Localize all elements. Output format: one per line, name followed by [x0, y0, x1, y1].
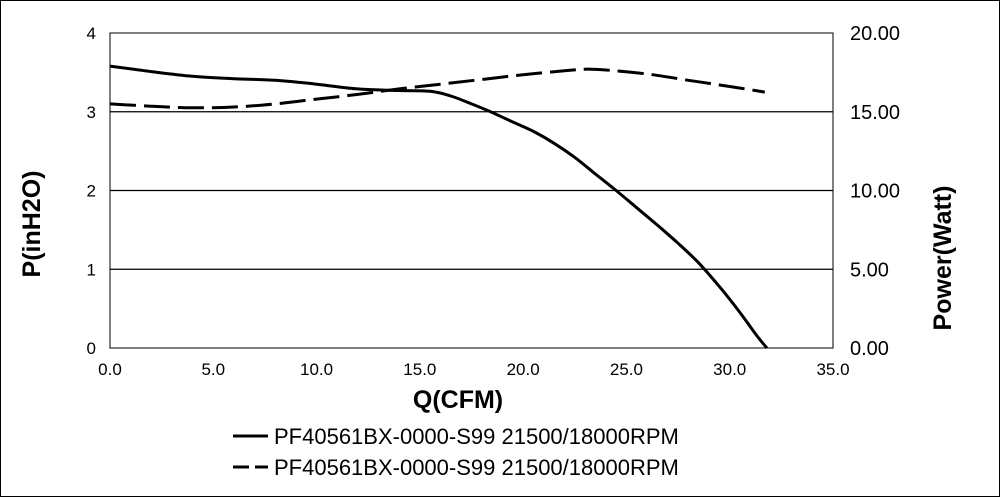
x-tick-label: 35.0 [816, 360, 849, 379]
left-y-tick-label: 1 [87, 260, 96, 279]
left-y-tick-label: 4 [87, 24, 96, 43]
pressure-curve-solid [109, 64, 769, 349]
legend-label-solid: PF40561BX-0000-S99 21500/18000RPM [274, 424, 679, 449]
legend-label-dashed: PF40561BX-0000-S99 21500/18000RPM [274, 455, 679, 480]
right-y-tick-label: 20.00 [850, 23, 900, 45]
x-tick-label: 15.0 [403, 360, 436, 379]
left-y-axis-title: P(inH2O) [18, 171, 46, 278]
power-curve-dashed [109, 67, 766, 110]
left-y-tick-label: 3 [87, 103, 96, 122]
series-lines [109, 64, 769, 349]
plot-area [109, 32, 834, 349]
gridlines [110, 111, 833, 270]
x-tick-label: 5.0 [201, 360, 225, 379]
left-y-tick-label: 2 [87, 182, 96, 201]
x-tick-label: 25.0 [610, 360, 643, 379]
right-y-tick-label: 15.00 [850, 102, 900, 124]
x-tick-label: 20.0 [507, 360, 540, 379]
x-axis-title: Q(CFM) [413, 386, 503, 414]
legend: PF40561BX-0000-S99 21500/18000RPM PF4056… [233, 424, 679, 480]
x-tick-label: 0.0 [98, 360, 122, 379]
right-y-tick-label: 5.00 [850, 259, 889, 281]
left-y-tick-label: 0 [87, 339, 96, 358]
right-y-tick-label: 10.00 [850, 181, 900, 203]
x-tick-label: 30.0 [713, 360, 746, 379]
right-y-tick-label: 0.00 [850, 338, 889, 360]
x-axis-ticks: 0.0 5.0 10.0 15.0 20.0 25.0 30.0 35.0 [98, 360, 849, 379]
right-y-axis-title: Power(Watt) [929, 186, 957, 331]
x-tick-label: 10.0 [300, 360, 333, 379]
right-y-axis-ticks: 0.00 5.00 10.00 15.00 20.00 [850, 23, 900, 360]
left-y-axis-ticks: 0 1 2 3 4 [87, 24, 96, 358]
